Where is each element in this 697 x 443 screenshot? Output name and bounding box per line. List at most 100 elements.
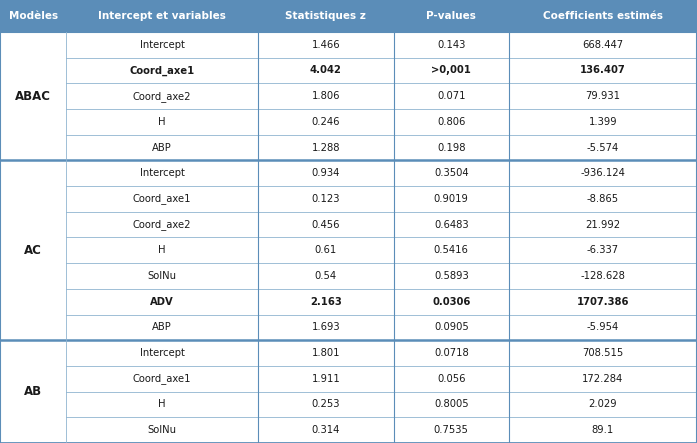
Bar <box>258 32 394 58</box>
Text: Modèles: Modèles <box>8 11 58 21</box>
Text: 0.314: 0.314 <box>312 425 340 435</box>
Bar <box>66 366 258 392</box>
Bar <box>66 263 258 289</box>
Bar <box>0 186 66 212</box>
Bar <box>394 32 509 58</box>
Bar <box>0 83 66 109</box>
Text: 0.61: 0.61 <box>315 245 337 255</box>
Bar <box>258 263 394 289</box>
Text: 0.253: 0.253 <box>312 400 340 409</box>
Bar <box>509 135 697 160</box>
Bar <box>394 0 509 32</box>
Bar <box>66 0 258 32</box>
Bar <box>258 366 394 392</box>
Text: 2.163: 2.163 <box>310 297 342 307</box>
Bar <box>258 135 394 160</box>
Text: Coord_axe1: Coord_axe1 <box>130 65 194 76</box>
Text: Coord_axe1: Coord_axe1 <box>133 194 191 204</box>
Bar <box>0 212 66 237</box>
Bar <box>0 366 66 392</box>
Text: Coord_axe2: Coord_axe2 <box>133 91 191 101</box>
Bar <box>0 289 66 315</box>
Bar <box>509 0 697 32</box>
Bar <box>66 135 258 160</box>
Text: 0.143: 0.143 <box>437 40 466 50</box>
Text: 0.056: 0.056 <box>437 374 466 384</box>
Bar <box>394 212 509 237</box>
Bar <box>0 392 66 417</box>
Bar <box>509 289 697 315</box>
Text: H: H <box>158 245 166 255</box>
Bar <box>509 392 697 417</box>
Bar <box>394 109 509 135</box>
Text: 2.029: 2.029 <box>588 400 618 409</box>
Bar <box>0 237 66 263</box>
Bar <box>509 212 697 237</box>
Bar <box>258 83 394 109</box>
Bar <box>258 392 394 417</box>
Text: -5.574: -5.574 <box>587 143 619 152</box>
Bar <box>394 340 509 366</box>
Bar <box>66 392 258 417</box>
Bar <box>258 212 394 237</box>
Text: Intercept: Intercept <box>139 40 185 50</box>
Bar <box>258 160 394 186</box>
Bar <box>66 160 258 186</box>
Text: Statistiques z: Statistiques z <box>285 11 367 21</box>
Bar <box>0 135 66 160</box>
Text: 0.198: 0.198 <box>437 143 466 152</box>
Bar <box>0 160 66 186</box>
Text: ABP: ABP <box>152 143 172 152</box>
Text: 0.5416: 0.5416 <box>434 245 469 255</box>
Text: 0.246: 0.246 <box>312 117 340 127</box>
Bar <box>0 32 66 58</box>
Bar <box>66 83 258 109</box>
Text: P-values: P-values <box>427 11 476 21</box>
Bar <box>0 58 66 83</box>
Bar <box>258 237 394 263</box>
Bar <box>0 160 66 340</box>
Bar <box>66 289 258 315</box>
Bar <box>394 135 509 160</box>
Bar <box>258 0 394 32</box>
Text: 0.0718: 0.0718 <box>434 348 468 358</box>
Text: ABP: ABP <box>152 323 172 332</box>
Text: 172.284: 172.284 <box>582 374 624 384</box>
Text: 0.8005: 0.8005 <box>434 400 468 409</box>
Bar <box>509 109 697 135</box>
Bar <box>394 263 509 289</box>
Text: 89.1: 89.1 <box>592 425 614 435</box>
Bar <box>66 186 258 212</box>
Text: -5.954: -5.954 <box>587 323 619 332</box>
Bar <box>66 109 258 135</box>
Bar <box>0 340 66 366</box>
Text: H: H <box>158 400 166 409</box>
Text: 136.407: 136.407 <box>580 66 626 75</box>
Bar <box>258 340 394 366</box>
Text: 1.693: 1.693 <box>312 323 340 332</box>
Bar <box>509 58 697 83</box>
Text: 0.3504: 0.3504 <box>434 168 468 178</box>
Bar <box>509 263 697 289</box>
Text: 21.992: 21.992 <box>585 220 620 229</box>
Text: 0.456: 0.456 <box>312 220 340 229</box>
Text: 0.123: 0.123 <box>312 194 340 204</box>
Text: -8.865: -8.865 <box>587 194 619 204</box>
Text: -128.628: -128.628 <box>581 271 625 281</box>
Bar <box>394 186 509 212</box>
Text: Intercept: Intercept <box>139 168 185 178</box>
Text: 0.9019: 0.9019 <box>434 194 469 204</box>
Text: Coord_axe1: Coord_axe1 <box>133 373 191 384</box>
Text: 1.911: 1.911 <box>312 374 340 384</box>
Bar <box>509 237 697 263</box>
Text: 79.931: 79.931 <box>585 91 620 101</box>
Text: 0.0905: 0.0905 <box>434 323 468 332</box>
Bar <box>509 417 697 443</box>
Text: 0.071: 0.071 <box>437 91 466 101</box>
Text: AB: AB <box>24 385 43 398</box>
Bar <box>258 58 394 83</box>
Text: 0.6483: 0.6483 <box>434 220 468 229</box>
Text: Coefficients estimés: Coefficients estimés <box>543 11 663 21</box>
Bar <box>394 83 509 109</box>
Text: -936.124: -936.124 <box>581 168 625 178</box>
